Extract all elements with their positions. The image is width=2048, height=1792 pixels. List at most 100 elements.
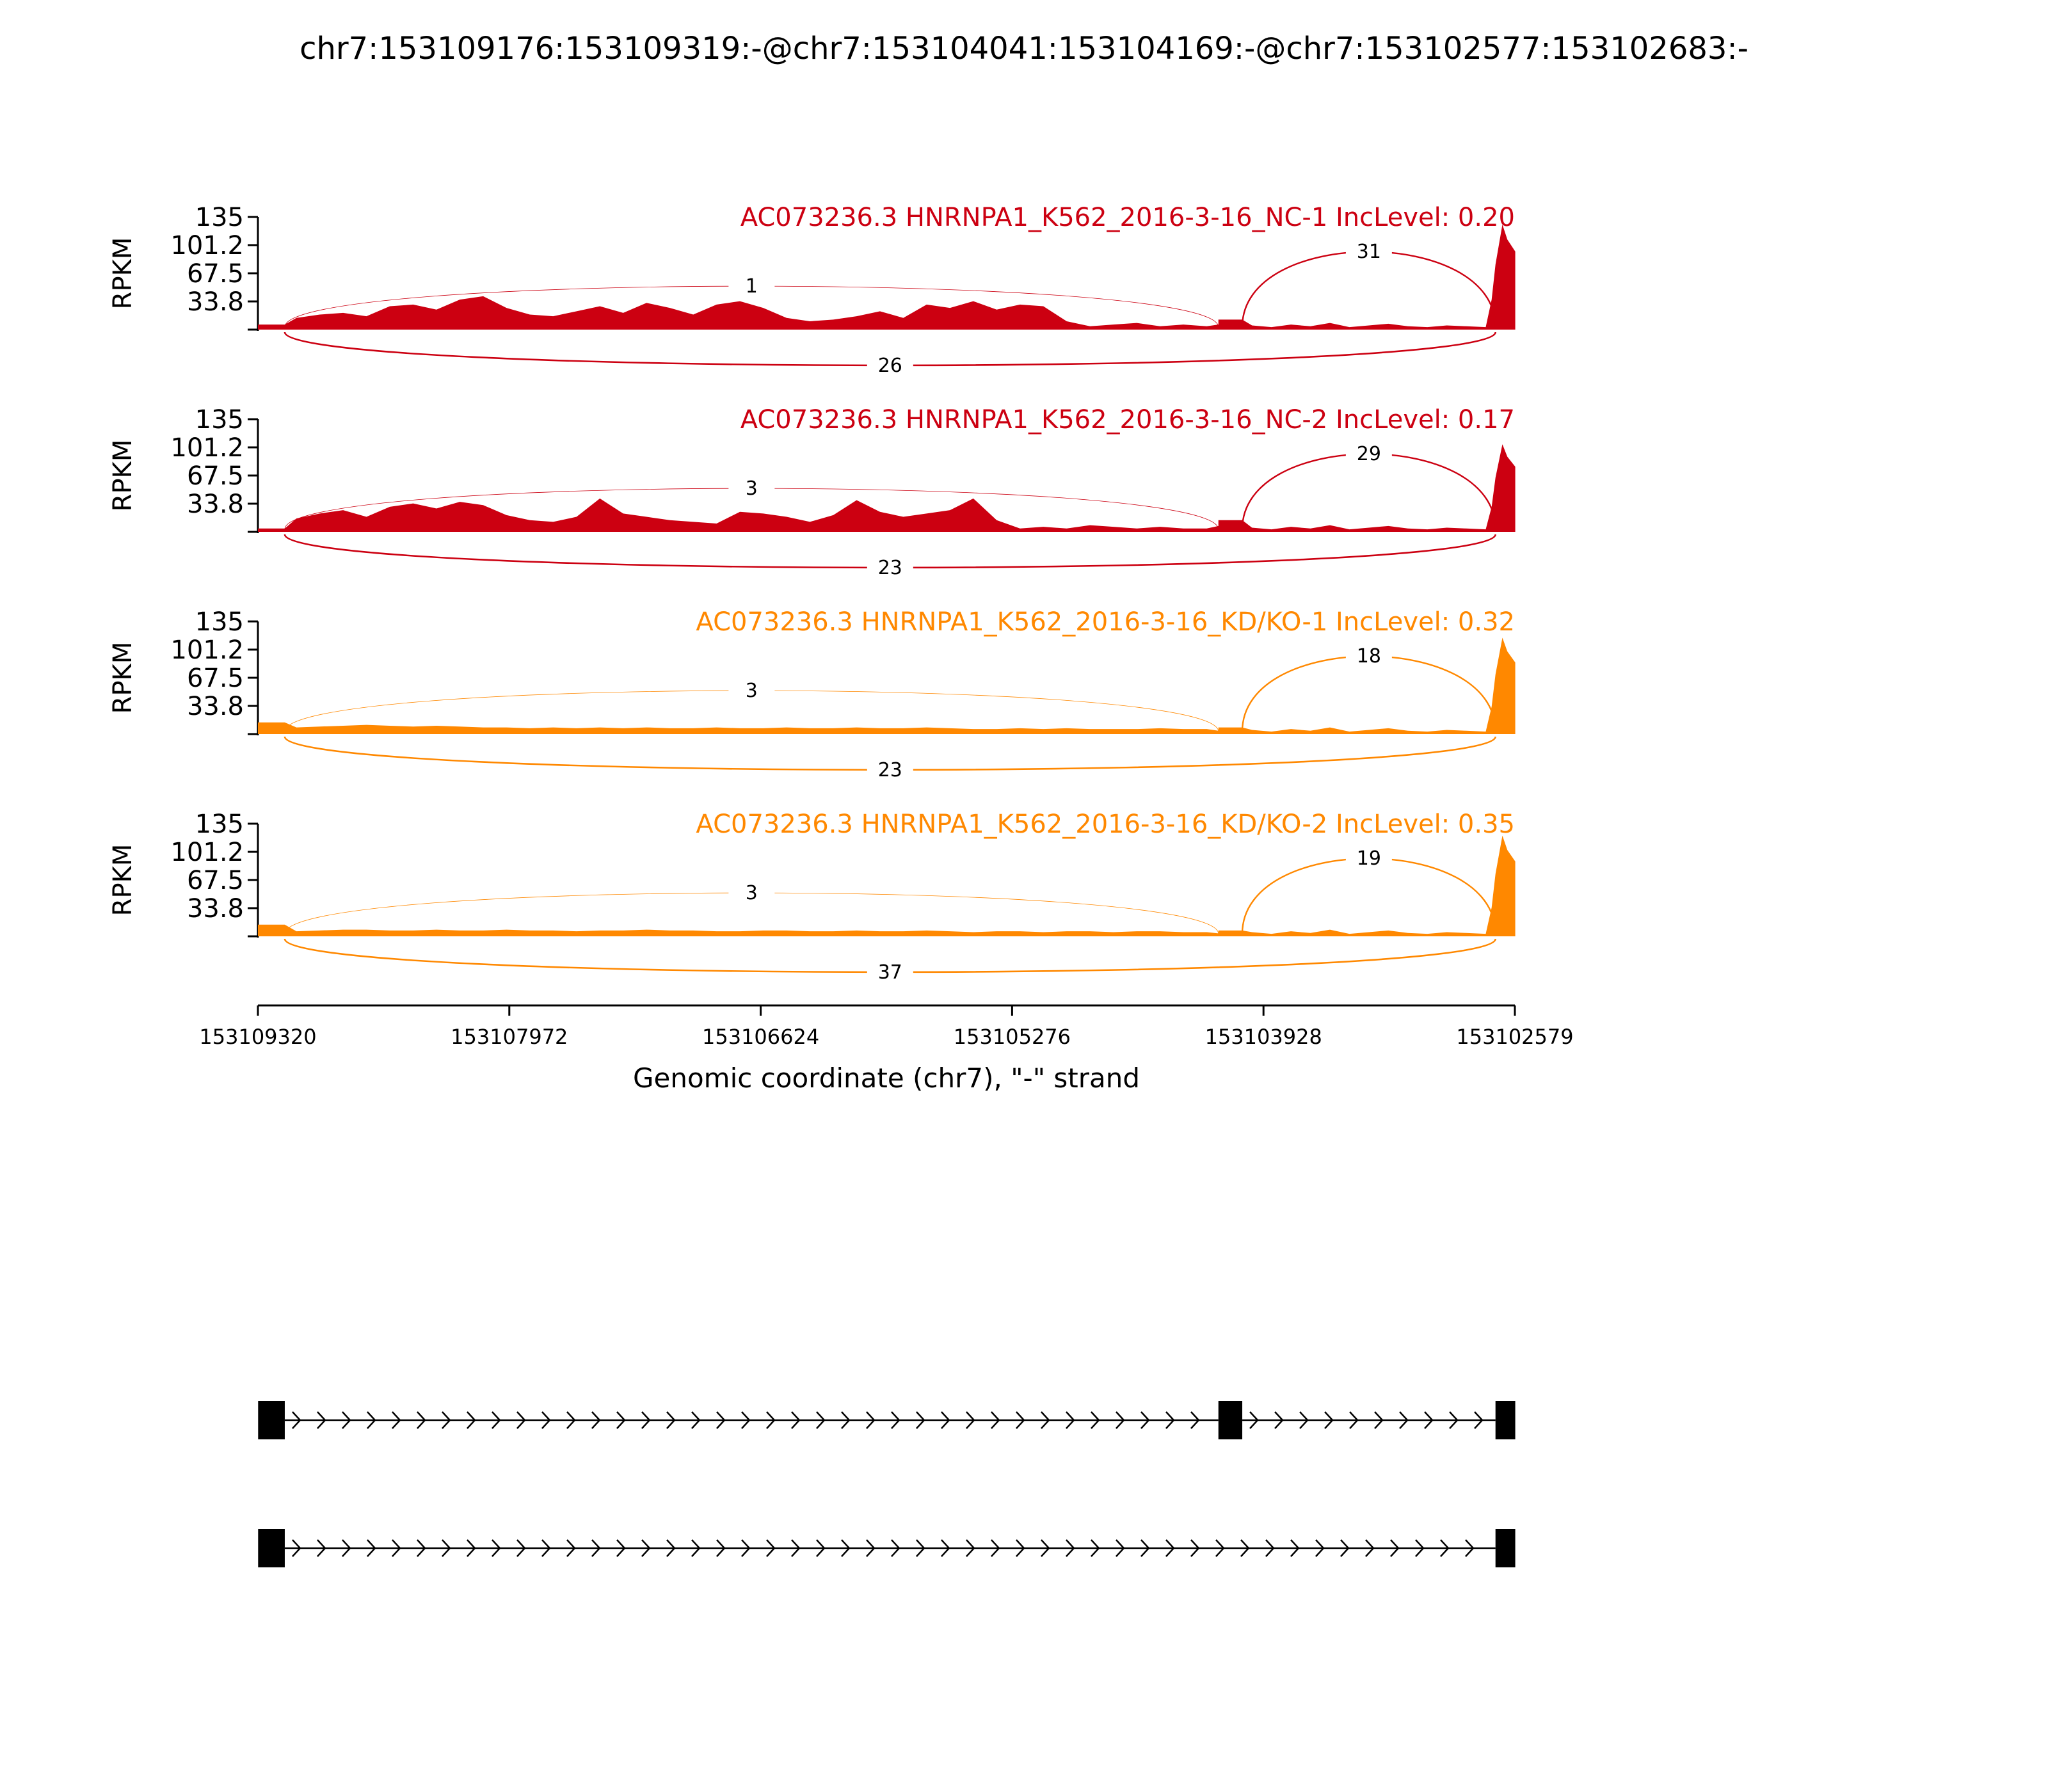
strand-arrow bbox=[1066, 1539, 1075, 1557]
strand-arrow bbox=[666, 1411, 676, 1429]
y-tick-label: 101.2 bbox=[170, 433, 244, 463]
strand-arrow bbox=[342, 1539, 351, 1557]
strand-arrow bbox=[816, 1539, 826, 1557]
x-tick-label: 153103928 bbox=[1205, 1025, 1322, 1049]
strand-arrow bbox=[292, 1411, 301, 1429]
y-axis-label: RPKM bbox=[108, 642, 138, 714]
strand-arrow bbox=[367, 1539, 376, 1557]
y-tick-label: 101.2 bbox=[170, 231, 244, 260]
y-tick-label: 33.8 bbox=[187, 894, 244, 924]
strand-arrow bbox=[1016, 1411, 1025, 1429]
exon-block bbox=[258, 1401, 285, 1439]
strand-arrow bbox=[741, 1539, 751, 1557]
junction-label: 3 bbox=[746, 680, 758, 702]
y-tick-label: 33.8 bbox=[187, 692, 244, 721]
coverage-area bbox=[258, 224, 1516, 330]
junction-label-bg bbox=[1345, 642, 1392, 670]
y-tick-label: 67.5 bbox=[187, 259, 244, 289]
junction-label-bg bbox=[867, 351, 913, 380]
strand-arrow bbox=[1116, 1539, 1125, 1557]
junction-label: 18 bbox=[1357, 645, 1381, 668]
strand-arrow bbox=[292, 1539, 301, 1557]
strand-arrow bbox=[1424, 1411, 1434, 1429]
strand-arrow bbox=[1041, 1411, 1050, 1429]
y-tick-label: 135 bbox=[195, 607, 244, 637]
strand-arrow bbox=[1215, 1539, 1225, 1557]
junction-label-bg bbox=[728, 879, 775, 907]
strand-arrow bbox=[941, 1411, 950, 1429]
exon-block bbox=[1495, 1401, 1516, 1439]
strand-arrow bbox=[317, 1539, 326, 1557]
y-tick-label: 135 bbox=[195, 405, 244, 435]
strand-arrow bbox=[616, 1539, 626, 1557]
strand-arrow bbox=[1415, 1539, 1425, 1557]
strand-arrow bbox=[492, 1411, 501, 1429]
strand-arrow bbox=[417, 1411, 426, 1429]
strand-arrow bbox=[916, 1539, 925, 1557]
strand-arrow bbox=[1165, 1411, 1175, 1429]
strand-arrow bbox=[641, 1411, 651, 1429]
y-axis-label: RPKM bbox=[108, 440, 138, 512]
strand-arrow bbox=[566, 1539, 576, 1557]
y-tick-label: 67.5 bbox=[187, 664, 244, 693]
isoform-diagram bbox=[258, 1401, 1516, 1567]
junction-label-bg bbox=[728, 474, 775, 502]
strand-arrow bbox=[1140, 1539, 1150, 1557]
strand-arrow bbox=[591, 1411, 601, 1429]
strand-arrow bbox=[1016, 1539, 1025, 1557]
strand-arrow bbox=[1091, 1539, 1100, 1557]
strand-arrow bbox=[1324, 1411, 1334, 1429]
x-tick-label: 153109320 bbox=[199, 1025, 316, 1049]
strand-arrow bbox=[1265, 1539, 1275, 1557]
junction-label-bg bbox=[867, 958, 913, 986]
strand-arrow bbox=[591, 1539, 601, 1557]
strand-arrow bbox=[1165, 1539, 1175, 1557]
junction-label: 31 bbox=[1357, 241, 1381, 263]
junction-label-bg bbox=[728, 676, 775, 705]
strand-arrow bbox=[991, 1411, 1000, 1429]
track-title: AC073236.3 HNRNPA1_K562_2016-3-16_KD/KO-… bbox=[696, 607, 1515, 637]
strand-arrow bbox=[766, 1539, 776, 1557]
strand-arrow bbox=[467, 1539, 476, 1557]
strand-arrow bbox=[866, 1411, 876, 1429]
junction-label: 3 bbox=[746, 882, 758, 904]
strand-arrow bbox=[1399, 1411, 1409, 1429]
strand-arrow bbox=[1140, 1411, 1150, 1429]
y-tick-label: 135 bbox=[195, 810, 244, 839]
strand-arrow bbox=[392, 1411, 401, 1429]
junction-label-bg bbox=[1345, 237, 1392, 266]
strand-arrow bbox=[691, 1411, 701, 1429]
junction-label-bg bbox=[867, 756, 913, 784]
strand-arrow bbox=[367, 1411, 376, 1429]
junction-label: 19 bbox=[1357, 847, 1381, 870]
y-axis-label: RPKM bbox=[108, 844, 138, 916]
coverage-area bbox=[258, 444, 1516, 532]
x-tick-label: 153105276 bbox=[954, 1025, 1071, 1049]
strand-arrow bbox=[492, 1539, 501, 1557]
strand-arrow bbox=[1449, 1411, 1459, 1429]
strand-arrow bbox=[442, 1539, 451, 1557]
junction-label-bg bbox=[867, 554, 913, 582]
strand-arrow bbox=[1349, 1411, 1359, 1429]
strand-arrow bbox=[1340, 1539, 1350, 1557]
junction-label-bg bbox=[1345, 844, 1392, 872]
isoform-1 bbox=[258, 1401, 1516, 1439]
strand-arrow bbox=[741, 1411, 751, 1429]
strand-arrow bbox=[966, 1539, 975, 1557]
strand-arrow bbox=[666, 1539, 676, 1557]
y-tick-label: 135 bbox=[195, 203, 244, 232]
strand-arrow bbox=[791, 1539, 801, 1557]
strand-arrow bbox=[841, 1411, 851, 1429]
y-tick-label: 67.5 bbox=[187, 461, 244, 491]
junction-label: 1 bbox=[746, 275, 758, 298]
y-axis-label: RPKM bbox=[108, 237, 138, 310]
x-tick-label: 153102579 bbox=[1456, 1025, 1573, 1049]
y-tick-label: 67.5 bbox=[187, 866, 244, 895]
y-tick-label: 33.8 bbox=[187, 490, 244, 519]
